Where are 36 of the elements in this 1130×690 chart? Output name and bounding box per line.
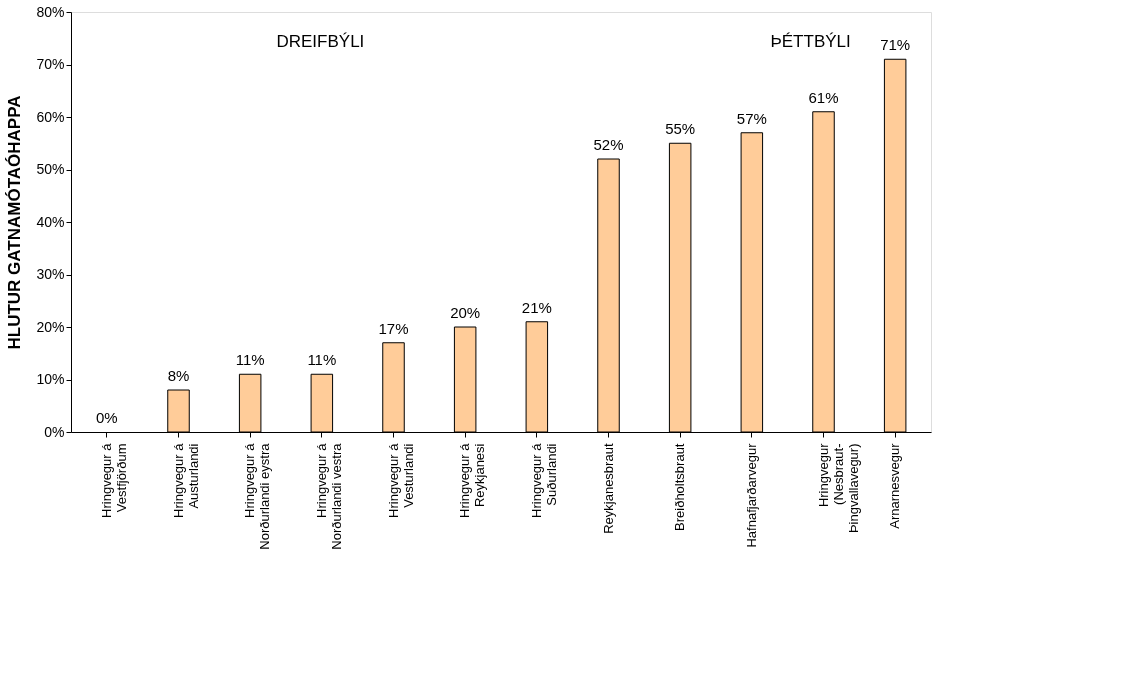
data-label: 21% — [521, 298, 552, 316]
x-tick-label: Hringvegur á Austurlandi — [170, 442, 201, 518]
y-tick-label: 80% — [36, 3, 65, 20]
y-tick-label: 0% — [44, 423, 65, 440]
x-tick-label: Hringvegur á Vestfjörðum — [98, 442, 129, 518]
y-tick-label: 60% — [36, 108, 65, 125]
y-tick-label: 30% — [36, 266, 65, 282]
data-label: 52% — [593, 136, 624, 153]
data-label: 61% — [808, 88, 839, 106]
x-tick-label: Reykjanesbraut — [600, 443, 616, 534]
x-tick-label: Hringvegur á Norðurlandi eystra — [242, 442, 273, 550]
x-tick-label: Breiðholtsbraut — [672, 443, 688, 531]
y-axis-title: HLUTUR GATNAMÓTAÓHAPPA — [5, 95, 25, 350]
y-tick-label: 40% — [36, 213, 65, 230]
x-tick-label: Hringvegur (Nesbraut- Þingvallavegur) — [815, 442, 861, 534]
data-label: 55% — [665, 120, 696, 138]
data-label: 71% — [880, 36, 911, 54]
data-label: 11% — [235, 351, 265, 369]
x-tick-label: Hafnafjarðarvegur — [743, 442, 759, 548]
x-tick-label: Hringvegur á Norðurlandi vestra — [313, 442, 344, 550]
y-tick-label: 20% — [36, 318, 65, 335]
x-tick-label: Hringvegur á Reykjanesi — [457, 442, 488, 518]
y-tick-label: 10% — [36, 371, 65, 387]
y-tick-label: 50% — [36, 161, 65, 177]
x-tick-label: Hringvegur á Suðurlandi — [528, 442, 559, 518]
data-label: 20% — [450, 304, 481, 321]
data-label: 11% — [307, 351, 337, 369]
data-label: 17% — [378, 319, 409, 337]
data-label: 57% — [736, 109, 767, 127]
annotation: ÞÉTTBÝLI — [770, 32, 851, 51]
x-tick-label: Arnarnesvegur — [887, 442, 903, 529]
annotation: DREIFBÝLI — [276, 32, 365, 51]
y-tick-label: 70% — [36, 56, 65, 72]
x-tick-label: Hringvegur á Vesturlandi — [385, 442, 416, 518]
data-label: 0% — [95, 409, 118, 426]
data-label: 8% — [167, 367, 190, 384]
